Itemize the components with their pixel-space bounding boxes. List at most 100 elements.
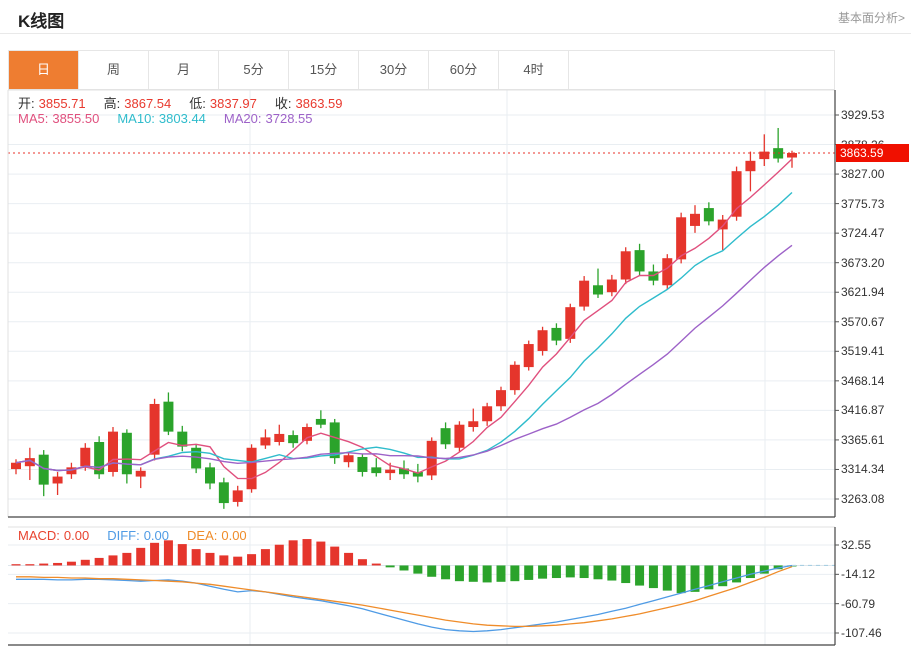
macd-hist-bar [621, 565, 631, 584]
candle-body [440, 428, 451, 445]
main-y-tick-label: 3929.53 [841, 108, 885, 122]
ma-item: MA10: 3803.44 [117, 111, 210, 126]
macd-item-label: DIFF: [107, 528, 140, 543]
ma-item: MA20: 3728.55 [224, 111, 317, 126]
dea-line [16, 566, 793, 628]
candle-body [468, 421, 479, 428]
macd-hist-bar [371, 563, 381, 566]
macd-hist-bar [136, 547, 146, 566]
ohlc-item: 高: 3867.54 [104, 96, 176, 111]
macd-hist-bar [482, 565, 492, 583]
current-price-tag: 3863.59 [836, 143, 909, 162]
macd-hist-bar [593, 565, 603, 580]
macd-hist-bar [247, 554, 257, 566]
macd-y-tick-label: -60.79 [841, 596, 876, 611]
macd-y-tick-label: -107.46 [841, 626, 882, 640]
macd-y-tick-label: 32.55 [841, 538, 872, 552]
macd-hist-bar [260, 549, 270, 566]
candle-body [551, 327, 562, 341]
candle-body [357, 456, 368, 472]
macd-hist-bar [551, 565, 561, 579]
tab-30min[interactable]: 30分 [359, 51, 429, 89]
macd-item-value: 0.00 [63, 528, 90, 543]
candle-body [163, 401, 174, 432]
candle-body [606, 279, 617, 293]
tab-week[interactable]: 周 [79, 51, 149, 89]
tab-month[interactable]: 月 [149, 51, 219, 89]
macd-hist-bar [205, 552, 215, 566]
ohlc-item: 开: 3855.71 [18, 96, 90, 111]
candle-body [496, 390, 506, 407]
candle-body [579, 280, 590, 307]
main-y-tick-label: 3775.73 [841, 196, 885, 211]
macd-hist-bar [399, 565, 409, 571]
candle-body [274, 433, 285, 442]
main-y-tick-label: 3621.94 [841, 285, 885, 300]
candle-body [329, 422, 340, 459]
macd-hist-bar [53, 562, 63, 566]
candle-body [523, 344, 534, 368]
candle-body [399, 468, 409, 475]
candle-body [454, 424, 465, 448]
candle-body [385, 469, 396, 474]
macd-hist-bar [25, 564, 35, 566]
tab-5min[interactable]: 5分 [219, 51, 289, 89]
ma-item-value: 3855.50 [52, 111, 100, 126]
ohlc-item-label: 收: [274, 96, 292, 111]
candle-body [288, 435, 299, 444]
candle-body [371, 467, 382, 474]
main-y-tick-label: 3570.67 [841, 314, 885, 329]
macd-hist-bar [66, 561, 76, 566]
tab-day[interactable]: 日 [9, 51, 79, 89]
main-y-tick-label: 3263.08 [841, 491, 885, 506]
candle-body [191, 447, 202, 469]
ma-item: MA5: 3855.50 [18, 111, 103, 126]
candle-body [620, 251, 631, 280]
candle-body [38, 454, 49, 485]
macd-hist-bar [662, 565, 672, 591]
macd-hist-bar [690, 565, 700, 592]
fundamental-analysis-link[interactable]: 基本面分析> [837, 11, 905, 25]
ma10-line [15, 191, 793, 472]
tab-60min[interactable]: 60分 [429, 51, 499, 89]
tab-4hour[interactable]: 4时 [499, 51, 569, 89]
ma-item-label: MA5: [18, 111, 49, 126]
tab-15min[interactable]: 15分 [289, 51, 359, 89]
candle-body [634, 250, 645, 272]
macd-hist-bar [122, 552, 132, 566]
macd-hist-bar [302, 539, 312, 566]
macd-item: DIFF: 0.00 [107, 528, 173, 543]
candle-body [537, 330, 548, 351]
candle-body [149, 403, 160, 455]
macd-hist-bar [177, 544, 187, 566]
page-title: K线图 [18, 12, 65, 31]
macd-hist-bar [607, 565, 617, 581]
candle-body [246, 447, 257, 490]
macd-item-label: MACD: [18, 528, 60, 543]
macd-hist-bar [579, 565, 589, 579]
candle-body [52, 476, 63, 484]
ohlc-item-value: 3863.59 [295, 96, 343, 111]
macd-hist-bar [344, 552, 354, 566]
ma20-line [15, 244, 793, 472]
ohlc-item-value: 3867.54 [124, 96, 172, 111]
macd-hist-bar [704, 565, 714, 590]
candle-body [787, 152, 797, 158]
candle-body [690, 213, 700, 226]
macd-hist-bar [163, 540, 173, 566]
macd-hist-bar [427, 565, 437, 577]
candle-body [302, 427, 312, 441]
ohlc-item: 低: 3837.97 [189, 96, 261, 111]
candle-body [24, 458, 35, 467]
candle-body [509, 364, 520, 391]
macd-hist-bar [718, 565, 728, 587]
macd-hist-bar [357, 559, 367, 566]
macd-item-label: DEA: [187, 528, 218, 543]
candle-body [717, 219, 728, 230]
candle-body [565, 307, 576, 339]
main-y-tick-label: 3827.00 [841, 167, 885, 182]
macd-hist-bar [385, 565, 395, 568]
macd-hist-bar [538, 565, 548, 579]
